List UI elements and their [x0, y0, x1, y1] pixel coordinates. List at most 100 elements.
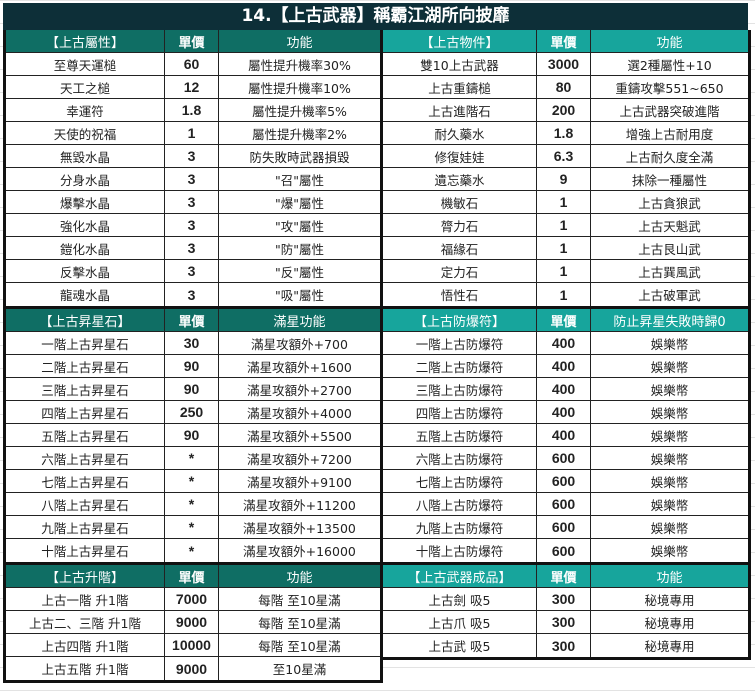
column-header[interactable]: 單價: [165, 309, 219, 331]
price-cell[interactable]: 600: [537, 470, 591, 492]
price-cell[interactable]: 3: [165, 191, 219, 213]
item-name-cell[interactable]: 一階上古昇星石: [6, 332, 165, 354]
item-name-cell[interactable]: 耐久藥水: [383, 122, 537, 144]
price-cell[interactable]: 30: [165, 332, 219, 354]
item-name-cell[interactable]: 雙10上古武器: [383, 53, 537, 75]
price-cell[interactable]: 3: [165, 168, 219, 190]
function-cell[interactable]: 娛樂幣: [650, 451, 689, 467]
item-name-cell[interactable]: 八階上古防爆符: [383, 493, 537, 515]
price-cell[interactable]: 400: [537, 401, 591, 423]
item-name-cell[interactable]: 十階上古防爆符: [383, 539, 537, 562]
function-cell[interactable]: 屬性提升機率10%: [248, 80, 351, 96]
price-cell[interactable]: 3: [165, 237, 219, 259]
price-cell[interactable]: 400: [537, 378, 591, 400]
price-cell[interactable]: 1: [537, 260, 591, 282]
column-header[interactable]: 單價: [537, 565, 591, 587]
function-cell[interactable]: 娛樂幣: [650, 474, 689, 490]
column-header[interactable]: 【上古物件】: [383, 30, 537, 52]
function-cell[interactable]: "吸"屬性: [275, 288, 324, 303]
price-cell[interactable]: *: [165, 539, 219, 562]
function-cell[interactable]: 滿星攻額外+700: [251, 336, 348, 352]
item-name-cell[interactable]: 八階上古昇星石: [6, 493, 165, 515]
item-name-cell[interactable]: 遺忘藥水: [383, 168, 537, 190]
price-cell[interactable]: 9000: [165, 657, 219, 680]
price-cell[interactable]: 600: [537, 516, 591, 538]
item-name-cell[interactable]: 福緣石: [383, 237, 537, 259]
column-header[interactable]: 【上古防爆符】: [383, 309, 537, 331]
item-name-cell[interactable]: 三階上古昇星石: [6, 378, 165, 400]
column-header[interactable]: 單價: [165, 565, 219, 587]
function-cell[interactable]: 娛樂幣: [650, 382, 689, 398]
function-cell[interactable]: 滿星攻額外+2700: [247, 382, 352, 398]
function-cell[interactable]: 至10星滿: [272, 662, 327, 677]
function-cell[interactable]: 秘境專用: [644, 592, 695, 608]
price-cell[interactable]: 1: [537, 191, 591, 213]
price-cell[interactable]: 1: [537, 283, 591, 306]
function-cell[interactable]: "防"屬性: [275, 241, 324, 257]
price-cell[interactable]: 3: [165, 283, 219, 306]
function-cell[interactable]: 娛樂幣: [650, 336, 689, 352]
function-cell[interactable]: 抹除一種屬性: [631, 172, 707, 188]
price-cell[interactable]: 90: [165, 355, 219, 377]
item-name-cell[interactable]: 九階上古昇星石: [6, 516, 165, 538]
price-cell[interactable]: 6.3: [537, 145, 591, 167]
price-cell[interactable]: 10000: [165, 634, 219, 656]
function-cell[interactable]: 上古巽風武: [638, 264, 701, 280]
function-cell[interactable]: 屬性提升機率5%: [252, 103, 347, 119]
item-name-cell[interactable]: 上古重鑄槌: [383, 76, 537, 98]
function-cell[interactable]: 上古艮山武: [638, 241, 701, 257]
item-name-cell[interactable]: 膂力石: [383, 214, 537, 236]
function-cell[interactable]: 上古武器突破進階: [619, 103, 720, 119]
function-cell[interactable]: 娛樂幣: [650, 497, 689, 513]
price-cell[interactable]: *: [165, 470, 219, 492]
column-header[interactable]: 功能: [286, 35, 313, 51]
column-header[interactable]: 單價: [537, 309, 591, 331]
function-cell[interactable]: "攻"屬性: [275, 218, 324, 234]
item-name-cell[interactable]: 四階上古昇星石: [6, 401, 165, 423]
item-name-cell[interactable]: 定力石: [383, 260, 537, 282]
price-cell[interactable]: 400: [537, 424, 591, 446]
item-name-cell[interactable]: 四階上古防爆符: [383, 401, 537, 423]
price-cell[interactable]: 300: [537, 611, 591, 633]
column-header[interactable]: 功能: [286, 570, 313, 586]
item-name-cell[interactable]: 上古四階 升1階: [6, 634, 165, 656]
function-cell[interactable]: 滿星攻額外+13500: [243, 520, 356, 536]
price-cell[interactable]: 90: [165, 424, 219, 446]
item-name-cell[interactable]: 天使的祝福: [6, 122, 165, 144]
price-cell[interactable]: 1: [537, 214, 591, 236]
price-cell[interactable]: 3: [165, 260, 219, 282]
item-name-cell[interactable]: 九階上古防爆符: [383, 516, 537, 538]
column-header[interactable]: 單價: [537, 30, 591, 52]
item-name-cell[interactable]: 反擊水晶: [6, 260, 165, 282]
function-cell[interactable]: 娛樂幣: [650, 544, 689, 559]
price-cell[interactable]: 250: [165, 401, 219, 423]
item-name-cell[interactable]: 悟性石: [383, 283, 537, 306]
price-cell[interactable]: 90: [165, 378, 219, 400]
item-name-cell[interactable]: 三階上古防爆符: [383, 378, 537, 400]
item-name-cell[interactable]: 上古進階石: [383, 99, 537, 121]
item-name-cell[interactable]: 上古五階 升1階: [6, 657, 165, 680]
item-name-cell[interactable]: 二階上古防爆符: [383, 355, 537, 377]
item-name-cell[interactable]: 上古一階 升1階: [6, 588, 165, 610]
function-cell[interactable]: 滿星攻額外+11200: [243, 497, 356, 513]
item-name-cell[interactable]: 六階上古昇星石: [6, 447, 165, 469]
item-name-cell[interactable]: 至尊天運槌: [6, 53, 165, 75]
price-cell[interactable]: 60: [165, 53, 219, 75]
function-cell[interactable]: 滿星攻額外+9100: [247, 474, 352, 490]
function-cell[interactable]: 防失敗時武器損毀: [249, 149, 350, 165]
item-name-cell[interactable]: 上古爪 吸5: [383, 611, 537, 633]
item-name-cell[interactable]: 幸運符: [6, 99, 165, 121]
function-cell[interactable]: 每階 至10星滿: [258, 592, 341, 608]
item-name-cell[interactable]: 五階上古昇星石: [6, 424, 165, 446]
function-cell[interactable]: 增強上古耐用度: [625, 126, 714, 142]
price-cell[interactable]: 400: [537, 332, 591, 354]
price-cell[interactable]: 7000: [165, 588, 219, 610]
item-name-cell[interactable]: 天工之槌: [6, 76, 165, 98]
item-name-cell[interactable]: 龍魂水晶: [6, 283, 165, 306]
price-cell[interactable]: 9: [537, 168, 591, 190]
column-header[interactable]: 單價: [165, 30, 219, 52]
item-name-cell[interactable]: 六階上古防爆符: [383, 447, 537, 469]
price-cell[interactable]: 300: [537, 634, 591, 657]
price-cell[interactable]: *: [165, 447, 219, 469]
item-name-cell[interactable]: 機敏石: [383, 191, 537, 213]
